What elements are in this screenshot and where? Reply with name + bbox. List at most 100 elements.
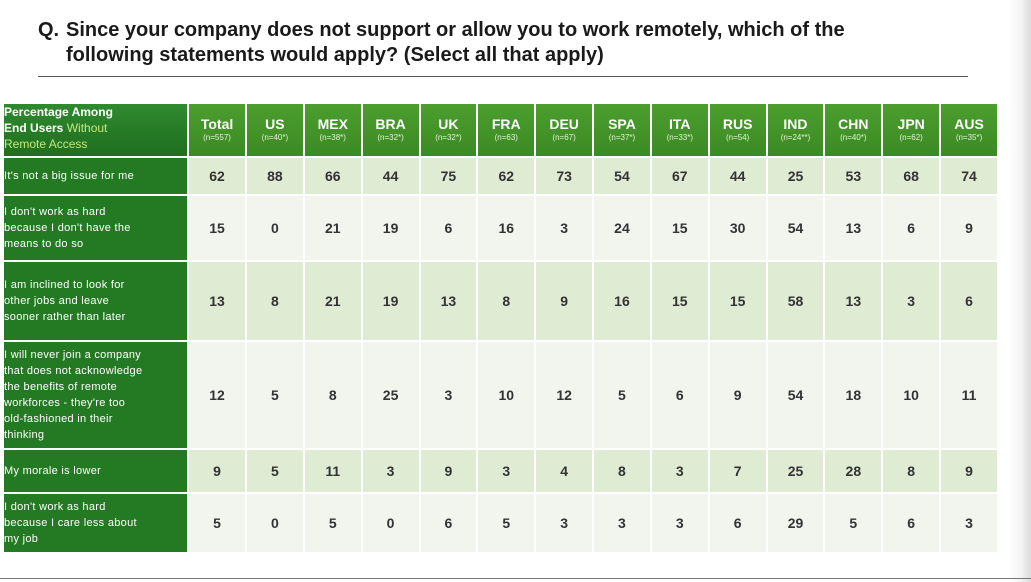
column-code: SPA	[608, 116, 636, 132]
cell-jpn: 10	[883, 342, 940, 448]
cell-chn: 18	[825, 342, 882, 448]
cell-aus: 11	[941, 342, 997, 448]
cell-rus: 30	[709, 196, 766, 260]
row-label: I don't work as hard because I don't have…	[4, 196, 188, 260]
corner-header: Percentage Among End Users Without Remot…	[4, 104, 188, 156]
column-header-fra: FRA (n=63)	[478, 104, 535, 156]
cell-us: 8	[246, 262, 303, 340]
column-header-deu: DEU (n=67)	[536, 104, 593, 156]
cell-ita: 15	[651, 262, 708, 340]
cell-mex: 8	[304, 342, 361, 448]
column-header-us: US (n=40*)	[246, 104, 303, 156]
cell-jpn: 3	[883, 262, 940, 340]
cell-fra: 5	[478, 494, 535, 552]
row-label-line: I am inclined to look for	[4, 279, 125, 291]
cell-chn: 13	[825, 262, 882, 340]
cell-fra: 8	[478, 262, 535, 340]
cell-us: 0	[246, 494, 303, 552]
corner-line-2-accent: Without	[66, 121, 108, 135]
row-label-line: I will never join a company	[4, 349, 142, 361]
column-code: ITA	[669, 116, 691, 132]
row-label-line: that does not acknowledge	[4, 365, 143, 377]
row-label: I am inclined to look for other jobs and …	[4, 262, 188, 340]
cell-aus: 74	[941, 158, 997, 194]
cell-bra: 3	[362, 450, 419, 492]
table-row: I will never join a company that does not…	[4, 342, 997, 448]
cell-ind: 25	[767, 450, 824, 492]
cell-bra: 19	[362, 262, 419, 340]
column-header-ita: ITA (n=33*)	[651, 104, 708, 156]
heading-divider	[38, 76, 968, 77]
column-header-bra: BRA (n=32*)	[362, 104, 419, 156]
column-code: IND	[783, 116, 808, 132]
cell-chn: 28	[825, 450, 882, 492]
cell-us: 88	[246, 158, 303, 194]
cell-mex: 21	[304, 196, 361, 260]
cell-us: 0	[246, 196, 303, 260]
column-header-mex: MEX (n=38*)	[304, 104, 361, 156]
cell-ita: 67	[651, 158, 708, 194]
footer-divider	[0, 578, 1031, 579]
column-code: AUS	[954, 116, 984, 132]
row-label-line: It's not a big issue for me	[4, 170, 135, 182]
cell-total: 5	[189, 494, 245, 552]
question-text-1: Since your company does not support or a…	[66, 19, 845, 41]
cell-fra: 3	[478, 450, 535, 492]
cell-rus: 44	[709, 158, 766, 194]
cell-ita: 3	[651, 450, 708, 492]
cell-chn: 5	[825, 494, 882, 552]
cell-bra: 19	[362, 196, 419, 260]
column-code: DEU	[549, 116, 579, 132]
question-prefix: Q.	[38, 19, 60, 41]
table-row: It's not a big issue for me 62 88 66 44 75 62 7…	[4, 158, 997, 194]
cell-jpn: 68	[883, 158, 940, 194]
cell-mex: 21	[304, 262, 361, 340]
cell-total: 62	[189, 158, 245, 194]
corner-line-2-bold: End Users	[4, 121, 64, 135]
column-code: UK	[438, 116, 459, 132]
column-code: JPN	[897, 116, 925, 132]
column-sample-size: (n=38*)	[319, 133, 346, 142]
cell-uk: 6	[420, 196, 477, 260]
cell-chn: 13	[825, 196, 882, 260]
cell-mex: 11	[304, 450, 361, 492]
cell-aus: 9	[941, 450, 997, 492]
cell-bra: 44	[362, 158, 419, 194]
cell-ita: 3	[651, 494, 708, 552]
column-code: CHN	[838, 116, 869, 132]
question-line-1: Q. Since your company does not support or…	[38, 18, 938, 43]
column-code: MEX	[317, 116, 348, 132]
column-sample-size: (n=63)	[494, 133, 518, 142]
results-table: Percentage Among End Users Without Remot…	[2, 102, 999, 554]
column-code: BRA	[375, 116, 406, 132]
row-label: It's not a big issue for me	[4, 158, 188, 194]
column-header-jpn: JPN (n=62)	[883, 104, 940, 156]
cell-jpn: 8	[883, 450, 940, 492]
cell-rus: 15	[709, 262, 766, 340]
column-code: US	[265, 116, 285, 132]
cell-fra: 10	[478, 342, 535, 448]
column-code: Total	[200, 116, 234, 132]
row-label-line: because I care less about	[4, 517, 137, 529]
cell-uk: 3	[420, 342, 477, 448]
row-label-line: sooner rather than later	[4, 311, 126, 323]
column-header-spa: SPA (n=37*)	[594, 104, 650, 156]
column-sample-size: (n=35*)	[955, 133, 983, 142]
table-row: I don't work as hard because I don't have…	[4, 196, 997, 260]
row-label: My morale is lower	[4, 450, 188, 492]
cell-ind: 54	[767, 196, 824, 260]
column-header-rus: RUS (n=54)	[709, 104, 766, 156]
cell-mex: 5	[304, 494, 361, 552]
cell-mex: 66	[304, 158, 361, 194]
cell-rus: 6	[709, 494, 766, 552]
cell-rus: 9	[709, 342, 766, 448]
column-sample-size: (n=32*)	[435, 133, 462, 142]
cell-spa: 54	[594, 158, 650, 194]
row-label-line: old-fashioned in their	[4, 413, 113, 425]
cell-ind: 29	[767, 494, 824, 552]
column-sample-size: (n=24**)	[780, 133, 811, 142]
column-header-aus: AUS (n=35*)	[941, 104, 997, 156]
column-sample-size: (n=33*)	[666, 133, 694, 142]
cell-jpn: 6	[883, 494, 940, 552]
question-heading: Q. Since your company does not support or…	[38, 18, 938, 68]
